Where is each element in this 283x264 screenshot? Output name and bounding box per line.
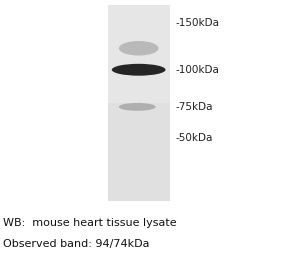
Text: -150kDa: -150kDa <box>175 18 219 28</box>
Ellipse shape <box>119 41 158 55</box>
Text: Observed band: 94/74kDa: Observed band: 94/74kDa <box>3 239 149 249</box>
Ellipse shape <box>119 103 156 111</box>
Text: -50kDa: -50kDa <box>175 133 213 143</box>
Text: WB:  mouse heart tissue lysate: WB: mouse heart tissue lysate <box>3 218 177 228</box>
Ellipse shape <box>112 64 166 76</box>
Bar <box>108 5 170 103</box>
Bar <box>0 201 283 264</box>
Text: -75kDa: -75kDa <box>175 102 213 112</box>
Text: -100kDa: -100kDa <box>175 65 219 75</box>
Bar <box>108 5 170 201</box>
